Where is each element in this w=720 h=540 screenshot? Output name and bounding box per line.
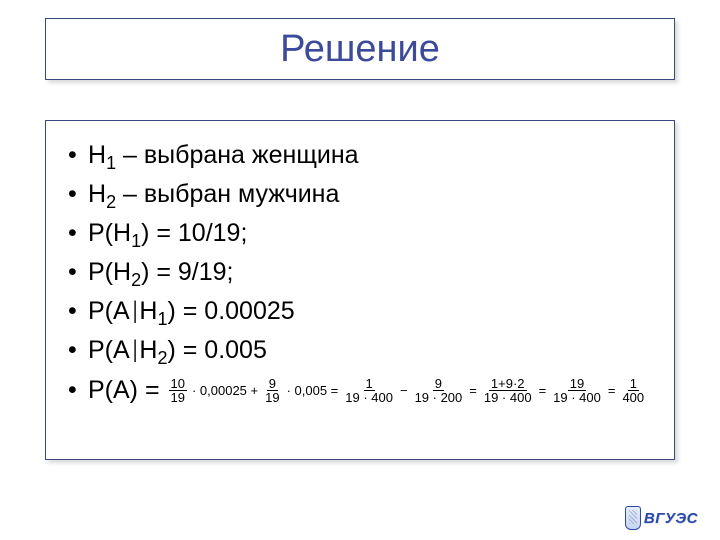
subscript: 1 — [106, 153, 116, 173]
subscript: 2 — [131, 270, 141, 290]
list-item: Р(Н1) = 10/19; — [66, 215, 654, 254]
content-container: Н1 – выбрана женщина Н2 – выбран мужчина… — [45, 120, 675, 460]
op: = — [468, 382, 478, 401]
op: · 0,00025 + — [191, 382, 259, 401]
equation: 1019 · 0,00025 + 919 · 0,005 = 119 · 400… — [169, 377, 647, 405]
cond-bar: ׀ — [130, 303, 140, 324]
list-item: Р(А׀Н2) = 0.005 — [66, 332, 654, 371]
op: − — [399, 382, 409, 401]
text: Р(Н — [88, 219, 131, 247]
text: Н — [139, 297, 157, 325]
list-item: Н1 – выбрана женщина — [66, 137, 654, 176]
fraction: 1+9·219 · 400 — [482, 377, 534, 405]
list-item: Р(Н2) = 9/19; — [66, 254, 654, 293]
logo-text: ВГУЭС — [644, 510, 698, 527]
subscript: 2 — [106, 192, 116, 212]
logo-crest-icon — [625, 506, 641, 530]
text: – выбран мужчина — [116, 180, 339, 208]
text: Н — [88, 141, 106, 169]
fraction: 119 · 400 — [343, 377, 395, 405]
text: Р(А) = — [88, 376, 160, 404]
op: = — [607, 382, 617, 401]
subscript: 1 — [131, 231, 141, 251]
text: Н — [88, 180, 106, 208]
op: = — [538, 382, 548, 401]
logo: ВГУЭС — [625, 506, 698, 530]
text: Р(А — [88, 336, 130, 364]
title-container: Решение — [45, 18, 675, 80]
text: – выбрана женщина — [116, 141, 359, 169]
op: · 0,005 = — [286, 382, 340, 401]
text: Н — [139, 336, 157, 364]
text: Р(А — [88, 297, 130, 325]
fraction: 1400 — [620, 377, 646, 405]
list-item: Р(А׀Н1) = 0.00025 — [66, 293, 654, 332]
slide-title: Решение — [280, 28, 440, 71]
list-item: Н2 – выбран мужчина — [66, 176, 654, 215]
text: Р(Н — [88, 258, 131, 286]
text: ) = 9/19; — [141, 258, 233, 286]
fraction: 1019 — [169, 377, 187, 405]
list-item: Р(А) = 1019 · 0,00025 + 919 · 0,005 = 11… — [66, 372, 654, 408]
fraction: 1919 · 400 — [551, 377, 603, 405]
text: ) = 0.00025 — [167, 297, 294, 325]
text: ) = 10/19; — [141, 219, 247, 247]
text: ) = 0.005 — [167, 336, 266, 364]
subscript: 1 — [157, 309, 167, 329]
fraction: 919 · 200 — [413, 377, 465, 405]
cond-bar: ׀ — [130, 342, 140, 363]
bullet-list: Н1 – выбрана женщина Н2 – выбран мужчина… — [66, 137, 654, 408]
fraction: 919 — [263, 377, 281, 405]
subscript: 2 — [157, 348, 167, 368]
